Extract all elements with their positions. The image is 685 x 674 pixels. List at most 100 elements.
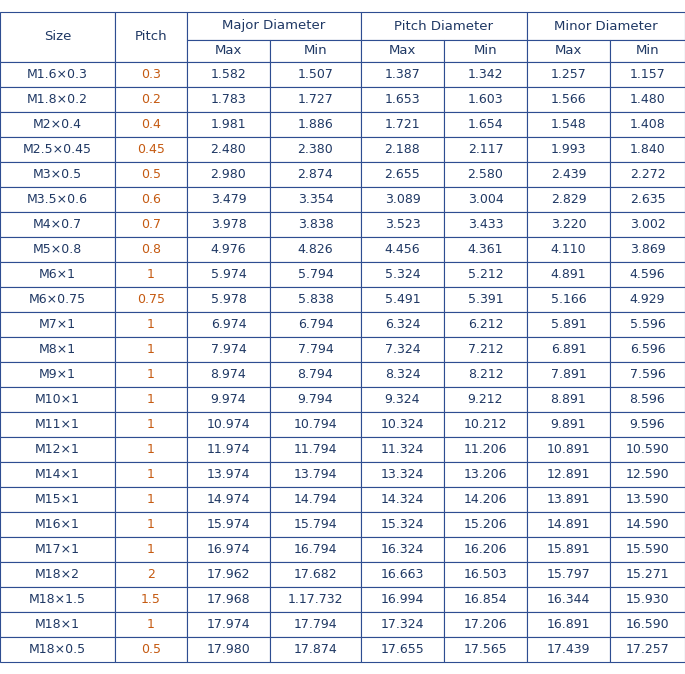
Bar	[610, 337, 685, 362]
Text: M15×1: M15×1	[35, 493, 80, 506]
Text: 4.596: 4.596	[630, 268, 665, 281]
Bar	[527, 262, 610, 287]
Text: 13.974: 13.974	[207, 468, 250, 481]
Bar	[115, 362, 187, 387]
Bar	[187, 262, 270, 287]
Bar	[361, 40, 444, 62]
Text: M5×0.8: M5×0.8	[33, 243, 82, 256]
Text: 9.891: 9.891	[551, 418, 586, 431]
Bar	[115, 462, 187, 487]
Bar	[0, 212, 115, 237]
Text: 5.891: 5.891	[551, 318, 586, 331]
Bar	[270, 462, 361, 487]
Text: 1: 1	[147, 343, 155, 356]
Bar	[361, 412, 444, 437]
Bar	[270, 87, 361, 112]
Bar	[187, 362, 270, 387]
Text: 0.6: 0.6	[141, 193, 161, 206]
Bar	[270, 262, 361, 287]
Text: 0.5: 0.5	[141, 168, 161, 181]
Bar	[361, 612, 444, 637]
Text: 9.212: 9.212	[468, 393, 503, 406]
Bar	[444, 562, 527, 587]
Text: 1.5: 1.5	[141, 593, 161, 606]
Bar	[115, 237, 187, 262]
Text: M4×0.7: M4×0.7	[33, 218, 82, 231]
Text: 0.45: 0.45	[137, 143, 165, 156]
Text: 4.891: 4.891	[551, 268, 586, 281]
Text: 1: 1	[147, 443, 155, 456]
Bar	[361, 187, 444, 212]
Bar	[444, 512, 527, 537]
Text: 17.980: 17.980	[207, 643, 251, 656]
Text: 10.974: 10.974	[207, 418, 250, 431]
Bar	[444, 412, 527, 437]
Bar	[0, 312, 115, 337]
Text: 0.8: 0.8	[141, 243, 161, 256]
Text: M6×0.75: M6×0.75	[29, 293, 86, 306]
Bar	[361, 262, 444, 287]
Bar	[610, 237, 685, 262]
Text: 1.783: 1.783	[210, 93, 247, 106]
Bar	[527, 212, 610, 237]
Text: 16.206: 16.206	[464, 543, 508, 556]
Text: 1.548: 1.548	[551, 118, 586, 131]
Text: 1.981: 1.981	[211, 118, 247, 131]
Text: 15.974: 15.974	[207, 518, 250, 531]
Text: M7×1: M7×1	[39, 318, 76, 331]
Bar	[187, 87, 270, 112]
Bar	[610, 212, 685, 237]
Bar	[0, 412, 115, 437]
Bar	[187, 387, 270, 412]
Bar	[610, 537, 685, 562]
Text: 1: 1	[147, 393, 155, 406]
Bar	[0, 162, 115, 187]
Bar	[444, 237, 527, 262]
Text: 1: 1	[147, 468, 155, 481]
Text: 2.980: 2.980	[210, 168, 247, 181]
Text: 16.590: 16.590	[625, 618, 669, 631]
Text: M8×1: M8×1	[39, 343, 76, 356]
Text: 2: 2	[147, 568, 155, 581]
Bar	[187, 437, 270, 462]
Bar	[0, 362, 115, 387]
Bar	[115, 137, 187, 162]
Bar	[115, 12, 187, 62]
Bar	[115, 287, 187, 312]
Text: 1.603: 1.603	[468, 93, 503, 106]
Text: 2.580: 2.580	[468, 168, 503, 181]
Bar	[527, 162, 610, 187]
Text: 17.257: 17.257	[625, 643, 669, 656]
Bar	[527, 362, 610, 387]
Bar	[187, 562, 270, 587]
Text: 3.869: 3.869	[630, 243, 665, 256]
Bar	[610, 387, 685, 412]
Bar	[444, 312, 527, 337]
Bar	[0, 512, 115, 537]
Bar	[610, 187, 685, 212]
Bar	[0, 562, 115, 587]
Text: 6.324: 6.324	[385, 318, 421, 331]
Bar	[270, 162, 361, 187]
Bar	[187, 287, 270, 312]
Bar	[361, 437, 444, 462]
Bar	[444, 62, 527, 87]
Bar	[527, 512, 610, 537]
Text: 0.7: 0.7	[141, 218, 161, 231]
Bar	[444, 87, 527, 112]
Text: M10×1: M10×1	[35, 393, 80, 406]
Bar	[270, 237, 361, 262]
Bar	[115, 562, 187, 587]
Bar	[187, 212, 270, 237]
Bar	[115, 162, 187, 187]
Bar	[115, 212, 187, 237]
Text: 10.212: 10.212	[464, 418, 508, 431]
Bar	[527, 312, 610, 337]
Bar	[610, 62, 685, 87]
Bar	[610, 637, 685, 662]
Text: 0.5: 0.5	[141, 643, 161, 656]
Bar	[527, 62, 610, 87]
Text: 8.212: 8.212	[468, 368, 503, 381]
Text: 17.874: 17.874	[294, 643, 338, 656]
Text: 3.433: 3.433	[468, 218, 503, 231]
